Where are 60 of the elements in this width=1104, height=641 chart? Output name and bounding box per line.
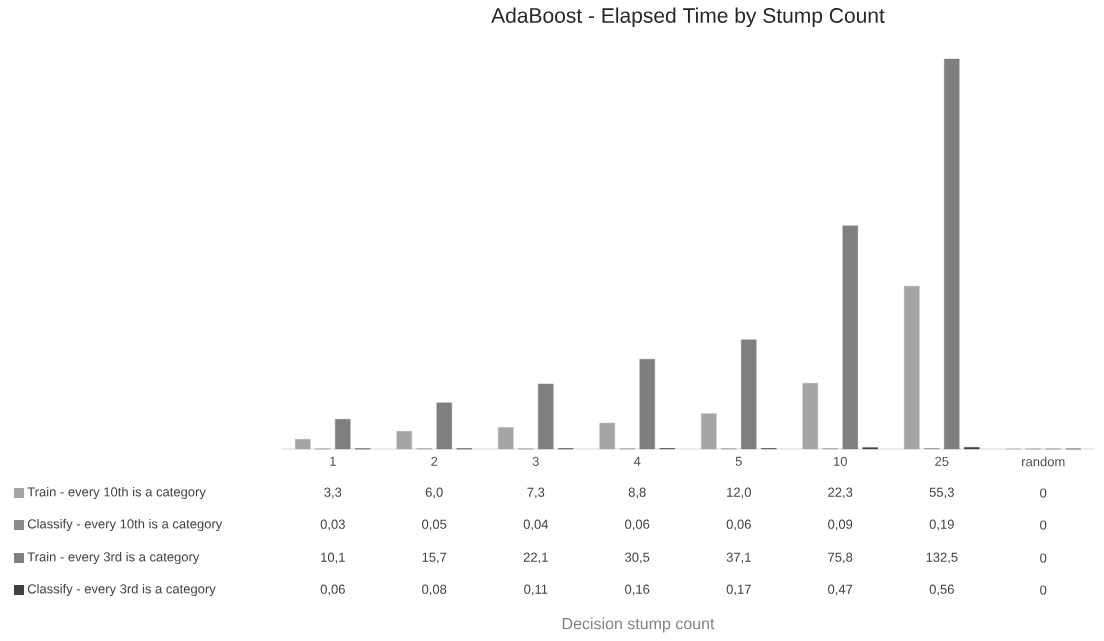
- data-label: 22,1: [523, 552, 548, 564]
- legend-label: Classify - every 3rd is a category: [27, 583, 216, 597]
- data-label: 0,08: [422, 584, 447, 596]
- data-label: 6,0: [425, 487, 443, 499]
- legend-label: Train - every 3rd is a category: [27, 551, 200, 565]
- bar: [436, 402, 452, 450]
- bar: [944, 58, 960, 450]
- data-label: 132,5: [926, 552, 958, 564]
- legend-label: Classify - every 10th is a category: [27, 518, 223, 532]
- data-label: 0,47: [828, 584, 853, 596]
- chart-title: AdaBoost - Elapsed Time by Stump Count: [491, 7, 885, 28]
- x-tick-label: 25: [935, 456, 949, 466]
- data-label: 0,11: [524, 584, 548, 596]
- data-label: 0,17: [726, 584, 751, 596]
- bar: [335, 419, 351, 450]
- data-label: 0,05: [422, 519, 447, 531]
- data-label: 0,56: [929, 584, 954, 596]
- data-label: 15,7: [422, 552, 447, 564]
- bar: [802, 383, 818, 450]
- data-label: 0: [1040, 488, 1047, 498]
- data-label: 0: [1040, 585, 1047, 595]
- bar: [538, 383, 554, 450]
- bar: [295, 439, 311, 450]
- data-label: 0,09: [828, 519, 853, 531]
- bar: [639, 359, 655, 450]
- data-label: 0,06: [320, 584, 345, 596]
- data-label: 75,8: [828, 552, 853, 564]
- bar: [498, 427, 514, 450]
- legend-label: Train - every 10th is a category: [27, 486, 206, 500]
- data-label: 0,04: [523, 519, 549, 531]
- bar: [599, 422, 615, 450]
- data-label: 0,19: [929, 519, 954, 531]
- x-tick-label: 2: [431, 456, 438, 466]
- x-tick-label: 10: [834, 456, 847, 466]
- bar: [741, 339, 757, 450]
- data-label: 37,1: [726, 552, 751, 564]
- data-label: 3,3: [324, 487, 342, 499]
- data-label: 0: [1040, 520, 1047, 530]
- bar: [701, 413, 717, 450]
- data-label: 0,16: [625, 584, 650, 596]
- data-label: 0,03: [320, 519, 345, 531]
- data-label: 12,0: [727, 487, 751, 499]
- x-tick-label: 1: [330, 456, 336, 466]
- data-label: 0,06: [625, 519, 650, 531]
- data-label: 55,3: [929, 487, 954, 499]
- bar: [904, 286, 920, 450]
- data-label: 7,3: [527, 487, 545, 499]
- data-label: 22,3: [828, 487, 853, 499]
- x-tick-label: random: [1022, 456, 1065, 467]
- data-label: 10,1: [321, 552, 345, 564]
- x-tick-label: 3: [532, 456, 539, 466]
- bar: [396, 431, 412, 450]
- text: Decision stump count: [562, 617, 715, 633]
- x-tick-label: 5: [735, 456, 742, 466]
- data-label: 0,06: [726, 519, 751, 531]
- data-label: 30,5: [625, 552, 650, 564]
- bar: [842, 225, 858, 450]
- data-label: 8,8: [628, 487, 646, 499]
- data-label: 0: [1040, 553, 1047, 563]
- x-tick-label: 4: [633, 456, 641, 466]
